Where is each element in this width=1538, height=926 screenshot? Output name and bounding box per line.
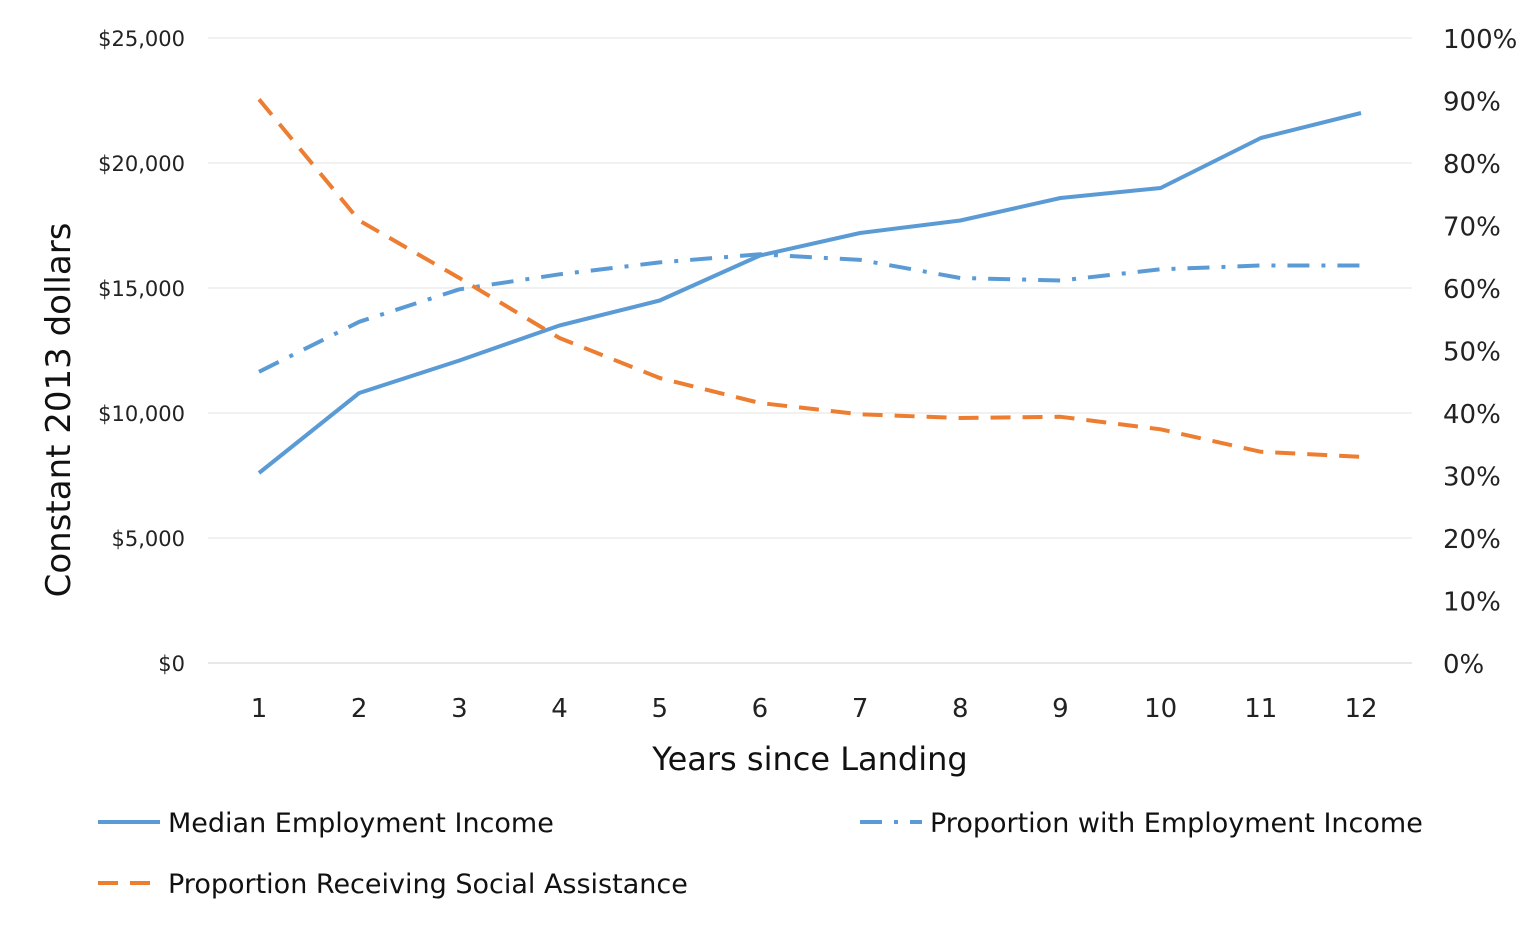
x-tick-label: 9 (1052, 694, 1069, 724)
left-y-axis-ticks: $0 $5,000 $10,000 $15,000 $20,000 $25,000 (98, 27, 185, 676)
y-right-tick-label: 30% (1443, 463, 1501, 493)
x-tick-label: 6 (752, 694, 769, 724)
x-tick-label: 1 (251, 694, 268, 724)
y-right-tick-label: 50% (1443, 338, 1501, 368)
x-tick-label: 10 (1144, 694, 1177, 724)
series-line-2 (258, 252, 1361, 374)
y-left-tick-label: $20,000 (98, 152, 185, 176)
x-tick-label: 8 (952, 694, 969, 724)
x-axis-ticks: 1 2 3 4 5 6 7 8 9 10 11 12 (251, 694, 1378, 724)
right-y-axis-ticks: 0% 10% 20% 30% 40% 50% 60% 70% 80% 90% 100% (1443, 25, 1517, 680)
series-line-1 (257, 111, 1362, 475)
y-right-tick-label: 100% (1443, 25, 1517, 55)
gridlines (208, 37, 1412, 664)
y-right-tick-label: 90% (1443, 88, 1501, 118)
y-axis-title: Constant 2013 dollars (39, 223, 79, 598)
y-left-tick-label: $10,000 (98, 402, 185, 426)
y-left-tick-label: $15,000 (98, 277, 185, 301)
y-left-tick-label: $25,000 (98, 27, 185, 51)
legend-label: Proportion Receiving Social Assistance (168, 869, 688, 900)
y-right-tick-label: 80% (1443, 150, 1501, 180)
y-right-tick-label: 70% (1443, 213, 1501, 243)
y-right-tick-label: 20% (1443, 525, 1501, 555)
y-right-tick-label: 10% (1443, 588, 1501, 618)
series-lines (257, 98, 1362, 475)
x-tick-label: 12 (1344, 694, 1377, 724)
x-axis-title: Years since Landing (651, 740, 967, 778)
legend-label: Proportion with Employment Income (930, 808, 1423, 839)
x-tick-label: 11 (1244, 694, 1277, 724)
x-tick-label: 3 (451, 694, 468, 724)
y-left-tick-label: $0 (158, 652, 185, 676)
y-right-tick-label: 60% (1443, 275, 1501, 305)
y-right-tick-label: 40% (1443, 400, 1501, 430)
legend-label: Median Employment Income (168, 808, 554, 839)
x-tick-label: 4 (551, 694, 568, 724)
y-right-tick-label: 0% (1443, 650, 1484, 680)
x-tick-label: 7 (852, 694, 869, 724)
x-tick-label: 5 (651, 694, 668, 724)
y-left-tick-label: $5,000 (112, 527, 185, 551)
series-line-3 (257, 98, 1362, 459)
legend: Median Employment Income Proportion with … (98, 808, 1423, 900)
x-tick-label: 2 (351, 694, 368, 724)
